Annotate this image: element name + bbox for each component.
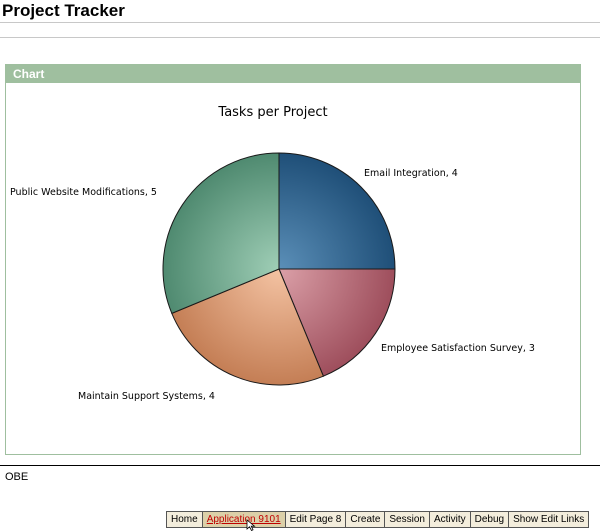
- toolbar-home-button[interactable]: Home: [167, 512, 203, 527]
- toolbar-create-button[interactable]: Create: [346, 512, 386, 527]
- header-divider: [0, 22, 600, 23]
- toolbar-debug-button[interactable]: Debug: [471, 512, 510, 527]
- toolbar-show-edit-links-button[interactable]: Show Edit Links: [513, 514, 585, 525]
- mouse-cursor-icon: [246, 519, 256, 531]
- pie-label-email-integration: Email Integration, 4: [364, 168, 458, 179]
- pie-label-employee-satisfaction-survey: Employee Satisfaction Survey, 3: [381, 343, 535, 354]
- pie-slice-public-website-modifications: [162, 152, 280, 315]
- pie-label-maintain-support-systems: Maintain Support Systems, 4: [78, 391, 215, 402]
- chart-title: Tasks per Project: [217, 105, 327, 120]
- toolbar-edit-page-8-button[interactable]: Edit Page 8: [286, 512, 347, 527]
- toolbar-session-button[interactable]: Session: [385, 512, 430, 527]
- header-divider-lower: [0, 37, 600, 38]
- pie-chart: Tasks per Project Email Integration, 4 Em…: [10, 105, 535, 402]
- app-title: Project Tracker: [2, 1, 125, 20]
- footer-text: OBE: [5, 471, 29, 483]
- chart-region: Chart Tasks per Project Email Integratio…: [5, 64, 581, 455]
- footer-divider: [0, 465, 600, 466]
- toolbar-activity-button[interactable]: Activity: [430, 512, 471, 527]
- pie-slice-employee-satisfaction-survey: [278, 268, 396, 377]
- toolbar-application-9101-button[interactable]: Application 9101: [202, 512, 286, 527]
- region-title: Chart: [6, 65, 580, 83]
- developer-toolbar: Home Application 9101 Edit Page 8 Create Ses…: [166, 511, 590, 528]
- pie-label-public-website-modifications: Public Website Modifications, 5: [10, 187, 157, 198]
- pie-slice-email-integration: [278, 152, 396, 270]
